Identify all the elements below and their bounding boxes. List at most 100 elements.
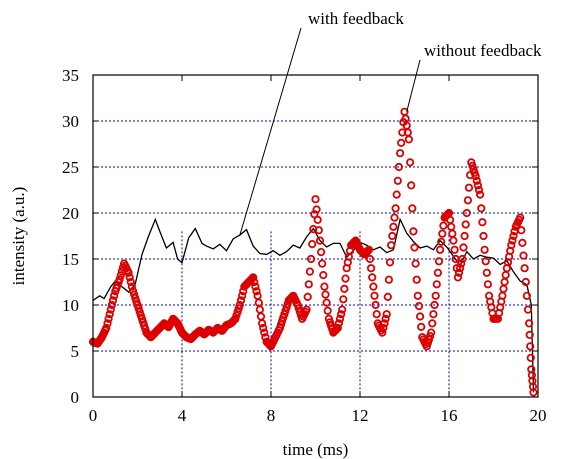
data-point — [447, 222, 456, 231]
data-point — [104, 314, 113, 323]
data-point — [432, 280, 441, 289]
data-point — [437, 237, 446, 246]
data-point — [431, 291, 440, 300]
data-point — [516, 213, 525, 222]
data-point — [408, 204, 417, 213]
data-point — [519, 251, 528, 260]
data-point — [459, 243, 468, 252]
data-point — [366, 264, 376, 273]
data-point — [105, 310, 114, 319]
data-point — [313, 215, 322, 224]
data-point — [427, 328, 436, 337]
y-tick-label: 0 — [71, 388, 80, 407]
data-point — [336, 310, 346, 319]
data-point — [316, 248, 326, 257]
data-point — [371, 300, 380, 310]
data-point — [410, 243, 419, 252]
plot-frame — [92, 74, 539, 398]
data-point — [323, 306, 332, 315]
data-point — [507, 241, 516, 250]
data-point — [499, 284, 508, 293]
data-point — [312, 205, 321, 214]
data-point — [529, 388, 538, 397]
annotation-leader-line — [239, 27, 302, 236]
data-point — [110, 291, 119, 300]
data-point — [255, 305, 264, 314]
series-line-with-feedback — [92, 217, 535, 393]
data-point — [236, 296, 246, 305]
data-point — [385, 258, 395, 267]
data-point — [368, 273, 377, 282]
data-point — [384, 275, 393, 284]
annotation-label: without feedback — [424, 41, 542, 60]
data-point — [116, 271, 125, 280]
data-point — [435, 245, 445, 254]
data-point — [448, 229, 457, 238]
series-group — [88, 107, 538, 397]
data-point — [383, 292, 392, 301]
y-tick-label: 5 — [71, 342, 80, 361]
data-point — [439, 221, 448, 230]
y-tick-label: 20 — [62, 204, 79, 223]
data-point — [482, 268, 491, 277]
y-tick-label: 30 — [62, 112, 79, 131]
data-point — [414, 301, 424, 311]
data-point — [521, 277, 530, 287]
data-point — [525, 330, 534, 339]
data-point — [126, 277, 135, 287]
data-point — [473, 181, 482, 190]
data-point — [454, 268, 464, 277]
y-tick-label: 10 — [62, 296, 79, 315]
annotation-label: with feedback — [308, 9, 404, 28]
data-point — [520, 264, 529, 273]
data-point — [388, 231, 397, 241]
data-point — [378, 328, 387, 337]
data-point — [302, 305, 311, 314]
data-point — [526, 353, 535, 362]
data-point — [341, 274, 350, 283]
data-point — [306, 254, 316, 264]
data-point — [404, 135, 413, 144]
data-point — [518, 238, 527, 247]
data-point — [369, 282, 378, 291]
data-point — [315, 236, 325, 245]
data-point — [478, 218, 487, 227]
data-point — [411, 259, 420, 268]
data-point — [430, 300, 439, 310]
data-point — [305, 267, 314, 276]
data-point — [457, 259, 466, 268]
y-tick-label: 15 — [62, 250, 79, 269]
data-point — [472, 176, 481, 185]
data-point — [397, 138, 406, 147]
data-point — [102, 323, 111, 333]
data-point — [501, 270, 510, 280]
data-point — [308, 240, 317, 249]
data-point — [250, 277, 259, 287]
data-point — [364, 245, 373, 254]
data-point — [455, 264, 465, 273]
data-point — [391, 204, 400, 213]
data-point — [339, 295, 348, 304]
data-point — [106, 305, 115, 314]
data-point — [460, 231, 469, 241]
data-point — [335, 314, 345, 323]
grid-lines — [93, 120, 538, 397]
data-point — [304, 280, 313, 289]
data-point — [433, 268, 442, 277]
data-point — [526, 342, 535, 351]
data-point — [372, 310, 381, 319]
data-point — [238, 291, 247, 300]
axis-ticks: 0 4 8 12 16 20 0 5 10 15 20 25 30 35 — [62, 66, 547, 425]
data-point — [115, 275, 124, 284]
data-point — [428, 319, 437, 328]
x-tick-label: 0 — [89, 406, 98, 425]
data-point — [252, 287, 261, 296]
data-point — [481, 257, 490, 266]
data-point — [257, 319, 267, 328]
data-point — [523, 305, 533, 314]
data-point — [311, 195, 320, 204]
y-tick-label: 35 — [62, 66, 79, 85]
data-point — [412, 275, 421, 284]
data-point — [462, 208, 471, 218]
x-tick-label: 16 — [441, 406, 458, 425]
